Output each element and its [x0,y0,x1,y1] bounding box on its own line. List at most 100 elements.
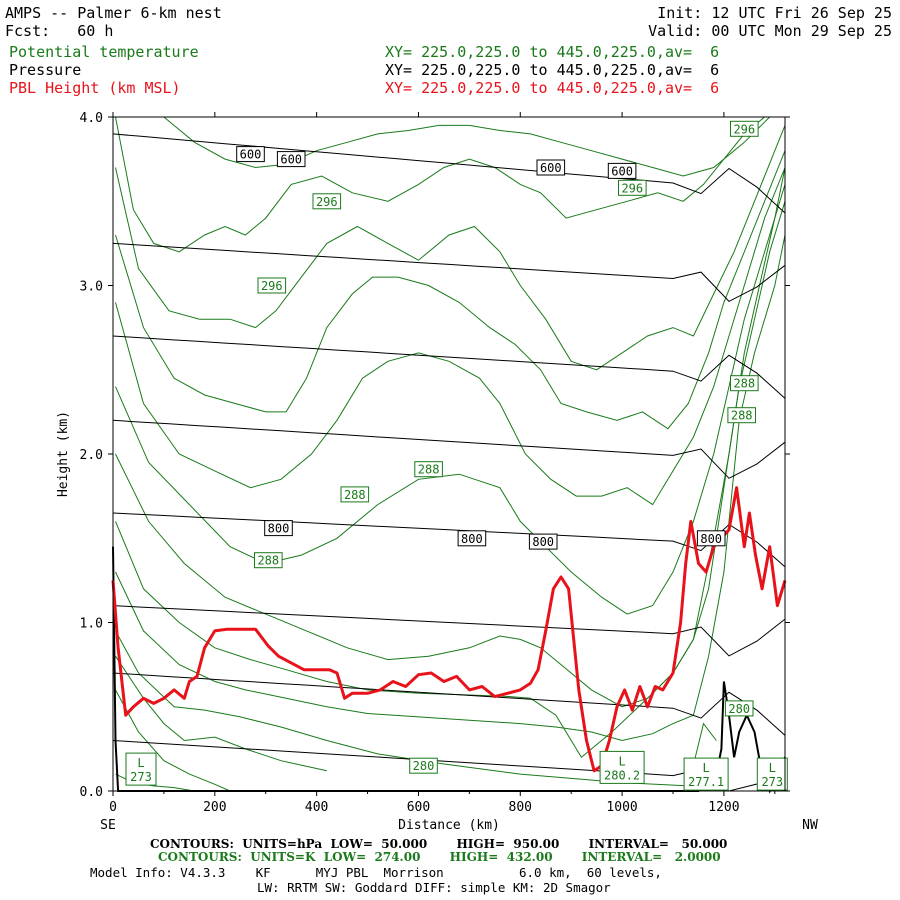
x-tick-label: 1000 [606,800,637,815]
theta-contour-line [115,125,786,371]
pressure-contour-line [112,133,786,214]
pressure-contour-label-box [528,533,558,550]
theta-contour-label: 288 [257,554,279,568]
theta-contour-label-box [414,461,443,478]
theta-contour-line [115,630,717,787]
theta-contour-label: 288 [418,463,440,477]
theta-contour-label-box [409,757,438,774]
theta-contour-label: 288 [731,409,753,423]
pressure-contour-label: 600 [280,153,302,167]
low-marker-letter: L [137,756,144,770]
theta-contour-line [115,655,327,772]
theta-contour-label-box [618,179,647,196]
theta-contour-label: 296 [261,279,283,293]
low-marker-box [756,757,788,791]
theta-contour-line [115,150,786,430]
low-marker-value: 277.1 [688,775,724,789]
pressure-contour-line [112,740,786,792]
low-marker-letter: L [618,754,625,768]
pressure-contour-label: 800 [461,532,483,546]
nw-direction-label: NW [802,818,818,833]
y-tick-label: 1.0 [80,617,103,632]
theta-contour-label-box [730,375,759,392]
theta-contour-line [115,234,786,742]
footer-model-info: Model Info: V4.3.3 KF MYJ PBL Morrison 6… [90,865,662,880]
footer-physics: LW: RRTM SW: Goddard DIFF: simple KM: 2D… [257,880,611,895]
theta-contours [115,116,786,792]
theta-contour-line [115,116,780,253]
chart-title: AMPS -- Palmer 6-km nest [5,4,222,22]
plot-frame [112,116,786,792]
footer-theta-contours: CONTOURS: UNITS=K LOW= 274.00 HIGH= 432.… [158,850,721,864]
low-marker-value: 280.2 [604,768,640,782]
theta-contour-label: 296 [316,195,338,209]
pbl-height-line [111,486,787,773]
pressure-contour-label-box [696,530,726,547]
theta-contour-label: 280 [728,702,750,716]
pressure-contour-label-box [276,151,306,168]
se-direction-label: SE [100,818,116,833]
theta-contour-label: 288 [733,377,755,391]
theta-contour-label-box [312,193,342,210]
x-tick-label: 1200 [708,800,739,815]
x-tick-label: 800 [509,800,532,815]
legend-potential-temperature: Potential temperature [9,43,199,61]
pressure-contour-label: 800 [268,522,290,536]
pressure-contour-line [112,672,786,736]
pbl-height-line [111,486,787,773]
theta-contour-label-box [724,700,754,717]
theta-contour-label-box [254,552,283,569]
low-marker-box [683,757,729,791]
theta-contour-line [163,116,771,177]
x-tick-label: 600 [407,800,430,815]
y-axis-label: Height (km) [56,411,71,497]
pressure-contour-label-box [264,520,293,537]
theta-contour-label: 296 [621,181,643,195]
pressure-contours [112,133,786,792]
pressure-contour-label: 600 [540,161,562,175]
x-tick-label: 400 [305,800,328,815]
pressure-contour-label: 600 [240,148,262,162]
low-marker-box [125,752,157,786]
x-tick-label: 200 [203,800,226,815]
y-tick-label: 2.0 [80,448,103,463]
pressure-contour-label: 600 [611,164,633,178]
theta-contour-label: 296 [733,122,755,136]
theta-contour-line [115,184,786,615]
pressure-contour-label-box [536,159,566,176]
pressure-contour-label: 800 [532,535,554,549]
theta-contour-label-box [727,407,757,424]
x-tick-label: 0 [109,800,117,815]
pressure-contour-label: 800 [700,532,722,546]
footer-pressure-contours: CONTOURS: UNITS=hPa LOW= 50.000 HIGH= 95… [150,837,728,851]
pressure-contour-line [112,605,786,657]
pressure-contour-line [112,242,786,303]
contour-labels: 600 600 600 600 800 800 800 800 296 296 296 296 288 2… [125,120,788,791]
axes: 0 200 400 600 800 1000 1200 0.0 1.0 2.0 3.0 4.0 Dist… [56,111,818,833]
legend-pbl-height: PBL Height (km MSL) [9,79,181,97]
xy-line-pressure: XY= 225.0,225.0 to 445.0,225.0,av= 6 [385,61,720,79]
theta-contour-label: 280 [413,759,435,773]
legend-pressure: Pressure [9,61,82,79]
y-tick-label: 3.0 [80,280,103,295]
x-axis-label: Distance (km) [398,818,500,833]
low-marker-value: 273 [130,770,152,784]
theta-contour-label-box [257,277,287,294]
pressure-contour-line [112,512,786,568]
low-marker-value: 273 [761,775,783,789]
theta-contour-line [115,167,786,506]
low-marker-letter: L [702,761,709,775]
pressure-contour-label-box [236,146,265,163]
y-tick-label: 0.0 [80,785,103,800]
theta-contour-line [115,689,231,792]
theta-contour-label-box [730,120,759,137]
theta-contour-label-box [340,486,370,503]
pressure-contour-label-box [607,162,637,179]
cross-section-chart: 600 600 600 600 800 800 800 800 296 296 296 296 288 2… [56,111,818,833]
theta-contour-line [115,167,786,708]
xy-line-pbl: XY= 225.0,225.0 to 445.0,225.0,av= 6 [385,79,720,97]
xy-line-theta: XY= 225.0,225.0 to 445.0,225.0,av= 6 [385,43,720,61]
pressure-contour-line [112,419,786,479]
y-tick-label: 4.0 [80,111,103,126]
theta-contour-label: 288 [344,488,366,502]
